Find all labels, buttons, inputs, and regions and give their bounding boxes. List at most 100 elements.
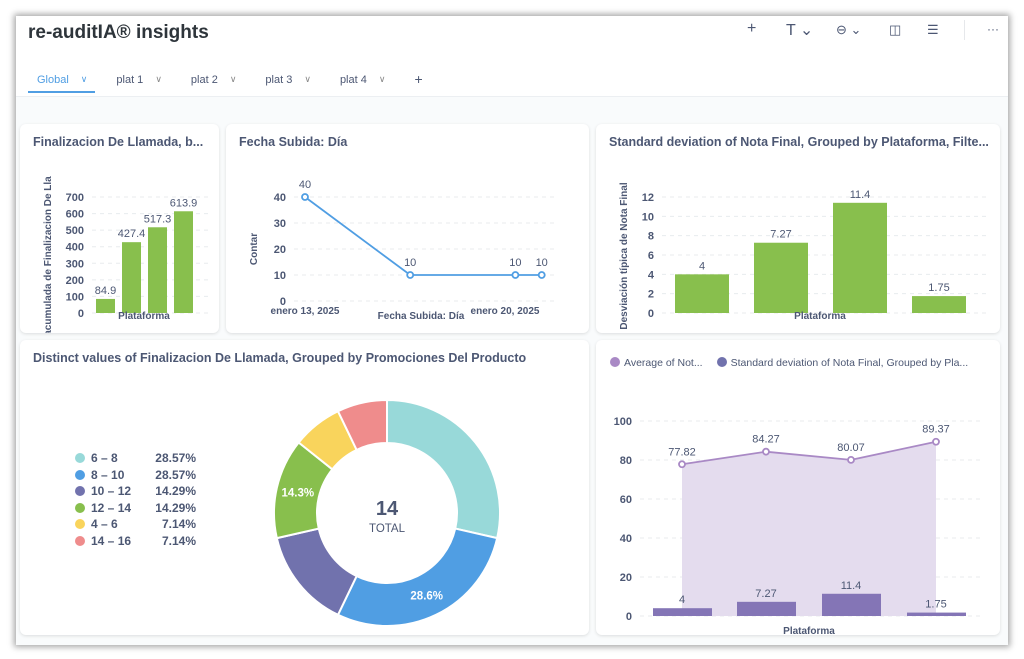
- legend-dot: [75, 519, 85, 530]
- tab-plat-2[interactable]: plat 2 ∨: [182, 74, 245, 93]
- data-point: [847, 455, 855, 464]
- sidebar-layout-icon[interactable]: ◫: [889, 22, 902, 37]
- legend-item[interactable]: Standard deviation of Nota Final, Groupe…: [716, 357, 968, 369]
- card-finalizacion-bar[interactable]: Finalizacion De Llamada, b... 0 100 200 300…: [20, 124, 219, 333]
- card-fecha-line[interactable]: Fecha Subida: Día 0 10 20 30 40 enero 13, 202…: [226, 124, 589, 333]
- chevron-down-icon[interactable]: ∨: [80, 74, 88, 84]
- y-tick-label: 0: [78, 308, 84, 320]
- legend-item[interactable]: 4 – 6 7.14%: [75, 516, 196, 533]
- tab-plat-4[interactable]: plat 4 ∨: [331, 74, 394, 93]
- card-donut[interactable]: Distinct values of Finalizacion De Llama…: [20, 340, 589, 635]
- legend-dot: [75, 486, 85, 497]
- data-point: [762, 447, 770, 456]
- donut-slice: [386, 398, 501, 540]
- y-tick-label: 10: [642, 211, 654, 223]
- legend-item[interactable]: 14 – 16 7.14%: [75, 533, 196, 550]
- bar: [737, 601, 796, 616]
- data-label: 1.75: [928, 282, 949, 294]
- data-label: 7.27: [755, 588, 776, 600]
- legend-item[interactable]: 12 – 14 14.29%: [75, 500, 196, 517]
- bar: [174, 211, 193, 313]
- tab-plat-3[interactable]: plat 3 ∨: [256, 74, 319, 93]
- legend-dot: [75, 453, 85, 464]
- y-tick-label: 0: [280, 296, 286, 308]
- donut-total: 14: [376, 498, 399, 520]
- data-label: 1.75: [925, 599, 946, 611]
- chevron-down-icon[interactable]: ∨: [155, 74, 162, 84]
- legend-percent: 28.57%: [155, 467, 196, 482]
- series-line: [304, 196, 542, 276]
- data-label: 77.82: [668, 446, 696, 458]
- bar: [96, 298, 115, 313]
- add-tab-button[interactable]: +: [414, 71, 423, 87]
- legend-label: 6 – 8: [91, 451, 118, 466]
- dashboard-window: re-auditIA® insights + T ⌄ ⊖ ⌄ ◫ ☰ ··· G…: [16, 16, 1008, 645]
- donut-slice: [275, 527, 358, 617]
- area-fill: [682, 441, 936, 616]
- bar: [907, 612, 966, 616]
- line-chart: 0 10 20 30 40 enero 13, 2025 enero 20, 2025 40 1…: [249, 179, 556, 322]
- tab-global[interactable]: Global ∨: [28, 74, 96, 93]
- chevron-down-icon[interactable]: ∨: [304, 74, 311, 84]
- data-point: [537, 271, 546, 279]
- y-tick-label: 4: [648, 269, 655, 281]
- legend-item[interactable]: 6 – 8 28.57%: [75, 450, 196, 467]
- legend-item[interactable]: 8 – 10 28.57%: [75, 467, 196, 484]
- slice-label: 28.6%: [410, 590, 443, 602]
- bar: [653, 608, 712, 616]
- legend-item[interactable]: Average of Not...: [610, 357, 703, 369]
- tab-label: plat 2: [190, 74, 218, 86]
- data-label: 11.4: [850, 189, 871, 201]
- data-label: 10: [536, 257, 548, 269]
- data-label: 517.3: [144, 213, 172, 225]
- link-icon[interactable]: ⊖ ⌄: [836, 22, 862, 37]
- legend-percent: 7.14%: [161, 517, 196, 532]
- donut-slice: [336, 527, 499, 627]
- chevron-down-icon[interactable]: ∨: [229, 74, 237, 84]
- x-tick-label: enero 13, 2025: [271, 306, 340, 317]
- y-tick-label: 100: [66, 291, 84, 303]
- data-label: 427.4: [118, 228, 146, 240]
- donut-total-label: TOTAL: [369, 523, 406, 535]
- card-title: Finalizacion De Llamada, b...: [33, 135, 204, 149]
- card-title: Standard deviation of Nota Final, Groupe…: [609, 135, 989, 149]
- more-icon[interactable]: ···: [987, 22, 999, 36]
- card-title: Distinct values of Finalizacion De Llama…: [33, 351, 527, 365]
- x-axis-label: Plataforma: [794, 311, 846, 322]
- y-tick-label: 80: [620, 455, 632, 467]
- tab-label: Global: [37, 74, 69, 86]
- y-tick-label: 500: [66, 225, 84, 237]
- legend-item[interactable]: 10 – 12 14.29%: [75, 483, 196, 500]
- tab-plat-1[interactable]: plat 1 ∨: [107, 74, 170, 93]
- y-tick-label: 400: [66, 242, 84, 254]
- legend-dot: [716, 357, 727, 367]
- data-label: 613.9: [170, 197, 198, 209]
- text-icon[interactable]: T ⌄: [786, 22, 814, 39]
- dashboard-title: re-auditIA® insights: [28, 22, 209, 43]
- legend-label: 10 – 12: [91, 484, 132, 499]
- bar: [148, 227, 167, 313]
- combo-legend: Average of Not... Standard deviation of …: [610, 357, 968, 369]
- bar: [822, 593, 881, 616]
- chevron-down-icon[interactable]: ∨: [378, 74, 386, 84]
- y-tick-label: 40: [274, 192, 286, 204]
- legend-label: 4 – 6: [91, 517, 118, 532]
- y-tick-label: 12: [642, 192, 654, 204]
- data-label: 4: [679, 594, 685, 606]
- card-stddev-bar[interactable]: Standard deviation of Nota Final, Groupe…: [596, 124, 1000, 333]
- legend-label: 14 – 16: [91, 533, 132, 548]
- legend-dot: [610, 357, 620, 367]
- data-label: 10: [509, 257, 521, 269]
- plus-icon[interactable]: +: [747, 20, 757, 37]
- x-tick-label: enero 20, 2025: [471, 306, 540, 317]
- legend-percent: 14.29%: [155, 484, 196, 499]
- data-label: 80.07: [837, 442, 865, 454]
- tab-bar: Global ∨ plat 1 ∨ plat 2 ∨ plat 3 ∨ plat 4 ∨ …: [28, 71, 443, 93]
- bar: [122, 242, 141, 313]
- data-point: [511, 271, 520, 279]
- x-axis-label: Plataforma: [783, 626, 835, 635]
- bar-chart: 0 100 200 300 400 500 600 700 84.9 427.4 517.3 613.…: [43, 176, 210, 333]
- card-combo[interactable]: Average of Not... Standard deviation of …: [596, 340, 1000, 635]
- tab-label: plat 4: [339, 74, 367, 86]
- filter-icon[interactable]: ☰: [927, 22, 939, 37]
